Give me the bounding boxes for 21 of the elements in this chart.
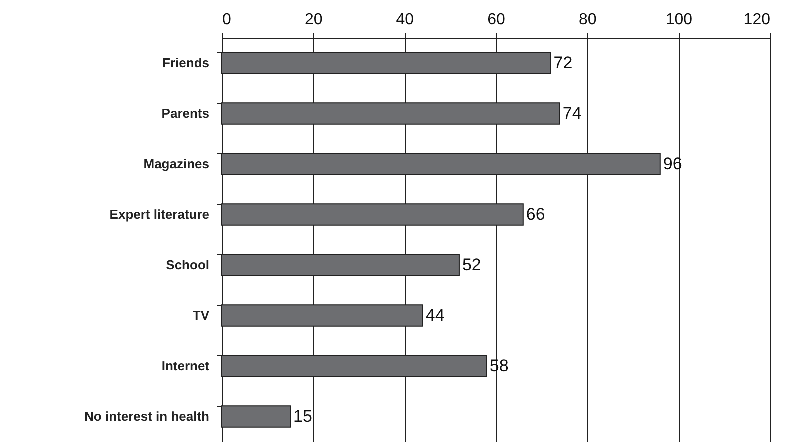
x-tick-label: 20 [304,12,323,28]
x-tick-label: 120 [744,12,771,28]
x-tick-label: 0 [222,12,232,28]
data-label: 72 [554,53,573,72]
x-tick-label: 40 [396,12,414,28]
y-tick-label: Internet [162,358,210,374]
x-tick-label: 60 [488,12,506,28]
y-tick-label: Friends [162,55,210,70]
y-tick-label: No interest in health [84,408,210,424]
data-label: 74 [562,104,582,123]
y-tick-label: Expert literature [110,206,210,222]
data-label: 15 [294,406,312,426]
x-tick-label: 100 [666,12,693,28]
x-tick-label: 80 [578,12,597,28]
y-tick-label: TV [192,308,210,323]
data-label: 52 [462,255,482,274]
data-label: 44 [426,306,445,325]
y-tick-label: Magazines [144,156,210,172]
data-label: 66 [526,204,546,224]
y-tick-label: Parents [162,106,210,121]
y-tick-label: School [166,257,210,272]
